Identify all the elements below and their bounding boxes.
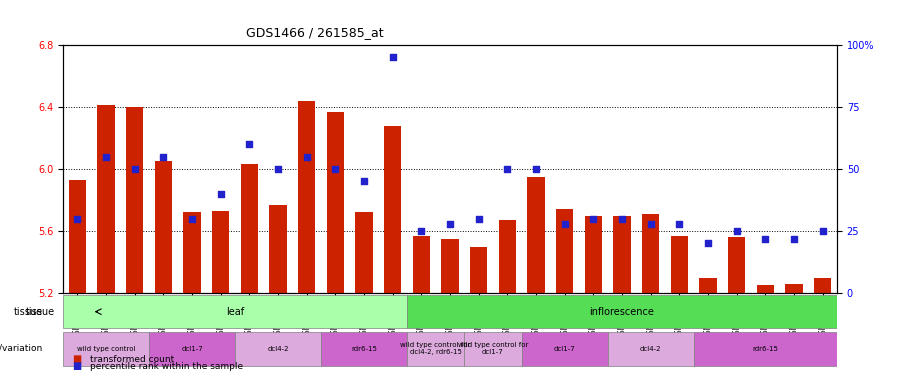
Bar	[68, 180, 86, 293]
Bar	[556, 209, 573, 293]
Point	[615, 216, 629, 222]
Bar	[757, 285, 774, 293]
Bar	[728, 237, 745, 293]
Point	[271, 166, 285, 172]
Bar	[642, 214, 660, 293]
Bar	[527, 177, 544, 293]
FancyBboxPatch shape	[407, 295, 837, 328]
Point	[242, 141, 256, 147]
Text: dcl1-7: dcl1-7	[554, 346, 575, 352]
Bar	[240, 164, 258, 293]
Bar	[212, 211, 230, 293]
FancyBboxPatch shape	[63, 295, 407, 328]
Point	[529, 166, 544, 172]
Text: wild type control: wild type control	[76, 346, 135, 352]
Text: leaf: leaf	[226, 307, 244, 316]
Point	[184, 216, 199, 222]
Point	[672, 220, 687, 226]
Bar	[614, 216, 631, 293]
Bar	[499, 220, 516, 293]
Text: tissue: tissue	[14, 307, 43, 316]
Point	[99, 154, 113, 160]
Point	[644, 220, 658, 226]
Text: ■: ■	[72, 361, 81, 371]
Point	[385, 54, 400, 60]
Bar	[441, 239, 459, 293]
Point	[328, 166, 343, 172]
Bar	[356, 213, 373, 293]
Point	[730, 228, 744, 234]
Point	[300, 154, 314, 160]
Text: tissue: tissue	[25, 307, 54, 316]
Point	[758, 236, 772, 242]
Point	[701, 240, 716, 246]
Bar	[470, 247, 487, 293]
Bar	[184, 213, 201, 293]
Bar	[699, 278, 716, 293]
Point	[70, 216, 85, 222]
Bar	[269, 205, 286, 293]
Text: ■: ■	[72, 354, 81, 364]
FancyBboxPatch shape	[63, 332, 149, 366]
Bar	[585, 216, 602, 293]
Bar	[786, 284, 803, 293]
Text: percentile rank within the sample: percentile rank within the sample	[90, 362, 243, 371]
Bar	[413, 236, 430, 293]
FancyBboxPatch shape	[149, 332, 235, 366]
FancyBboxPatch shape	[694, 332, 837, 366]
Point	[787, 236, 801, 242]
Bar	[298, 101, 315, 293]
Text: wild type control for
dcl4-2, rdr6-15: wild type control for dcl4-2, rdr6-15	[400, 342, 471, 355]
Bar	[97, 105, 114, 293]
Point	[815, 228, 830, 234]
Point	[213, 191, 228, 197]
FancyBboxPatch shape	[407, 332, 464, 366]
FancyBboxPatch shape	[321, 332, 407, 366]
Point	[586, 216, 600, 222]
FancyBboxPatch shape	[522, 332, 608, 366]
Text: genotype/variation: genotype/variation	[0, 344, 43, 353]
Text: transformed count: transformed count	[90, 355, 175, 364]
Text: dcl4-2: dcl4-2	[640, 346, 662, 352]
FancyBboxPatch shape	[464, 332, 522, 366]
Point	[414, 228, 428, 234]
Point	[557, 220, 572, 226]
FancyBboxPatch shape	[608, 332, 694, 366]
Bar	[384, 126, 401, 293]
Text: GDS1466 / 261585_at: GDS1466 / 261585_at	[247, 26, 383, 39]
Bar	[155, 161, 172, 293]
Text: dcl1-7: dcl1-7	[181, 346, 202, 352]
Text: dcl4-2: dcl4-2	[267, 346, 289, 352]
Bar	[327, 112, 344, 293]
FancyBboxPatch shape	[235, 332, 321, 366]
Point	[128, 166, 142, 172]
Point	[443, 220, 457, 226]
Point	[156, 154, 170, 160]
Point	[500, 166, 515, 172]
Text: rdr6-15: rdr6-15	[752, 346, 778, 352]
Text: rdr6-15: rdr6-15	[351, 346, 377, 352]
Text: inflorescence: inflorescence	[590, 307, 654, 316]
Text: wild type control for
dcl1-7: wild type control for dcl1-7	[458, 342, 528, 355]
Bar	[814, 278, 832, 293]
Point	[472, 216, 486, 222]
Bar	[670, 236, 688, 293]
Point	[356, 178, 371, 184]
Bar	[126, 107, 143, 293]
